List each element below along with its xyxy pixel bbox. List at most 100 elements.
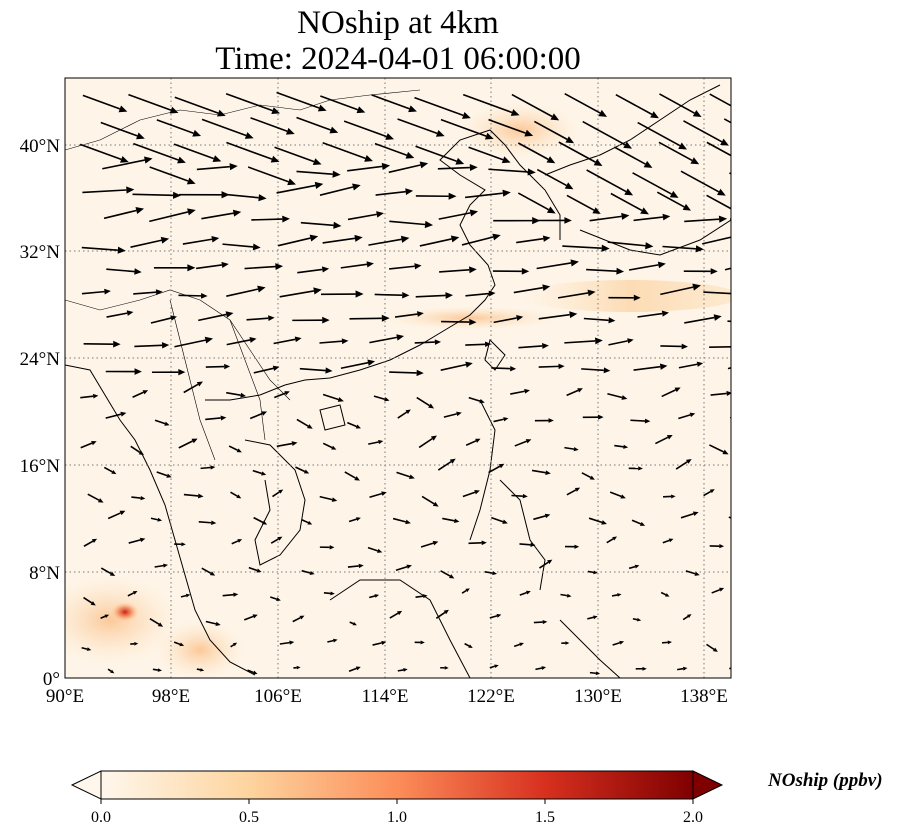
wind-arrow-head: [312, 158, 322, 166]
wind-arrow-shaft: [79, 143, 122, 161]
wind-arrow-head: [519, 642, 524, 647]
wind-arrow-head: [291, 441, 298, 447]
wind-arrow-shaft: [564, 446, 575, 450]
wind-arrow-head: [623, 444, 629, 449]
wind-arrow-head: [91, 538, 98, 544]
wind-arrow-head: [331, 497, 338, 502]
max-concentration-spot: [111, 602, 139, 622]
wind-arrow-head: [564, 182, 574, 190]
wind-arrow-shaft: [154, 419, 166, 425]
wind-arrow-head: [337, 397, 344, 402]
wind-arrow-shaft: [222, 593, 234, 597]
wind-arrow-head: [376, 211, 384, 218]
wind-arrow-head: [565, 641, 570, 645]
wind-arrow-head: [468, 644, 473, 648]
wind-arrow-shaft: [81, 646, 88, 650]
wind-arrow-shaft: [662, 245, 696, 250]
wind-arrow-shaft: [251, 218, 283, 221]
wind-arrow-shaft: [367, 546, 378, 552]
wind-arrow-head: [356, 106, 366, 114]
wind-arrow-shaft: [581, 368, 604, 372]
wind-arrow-head: [690, 157, 700, 165]
wind-arrow-head: [469, 266, 477, 274]
wind-arrow-head: [396, 610, 403, 616]
wind-arrow-shaft: [150, 317, 172, 324]
x-tick-label: 130°E: [574, 686, 622, 707]
wind-arrow-head: [126, 186, 135, 194]
wind-arrow-head: [659, 363, 668, 370]
wind-arrow-head: [97, 498, 104, 503]
wind-arrow-head: [296, 665, 301, 670]
wind-arrow-shaft: [582, 120, 626, 146]
wind-arrow-shaft: [702, 236, 731, 245]
wind-arrow-head: [284, 391, 290, 396]
wind-arrow-shaft: [435, 611, 446, 619]
wind-arrow-shaft: [369, 492, 383, 499]
gridlines: [65, 78, 731, 678]
wind-arrow-shaft: [173, 641, 181, 646]
wind-arrow-shaft: [586, 268, 617, 272]
wind-arrow-shaft: [632, 172, 672, 195]
wind-arrow-shaft: [703, 490, 712, 497]
wind-arrow-shaft: [196, 668, 201, 671]
wind-arrow-shaft: [127, 592, 135, 597]
wind-arrow-head: [178, 369, 186, 376]
wind-arrow-shaft: [174, 339, 206, 348]
wind-arrow-head: [682, 666, 688, 671]
wind-arrow-shaft: [533, 621, 543, 624]
wind-arrow-head: [211, 235, 220, 243]
wind-arrow-head: [558, 363, 565, 370]
wind-arrow-head: [612, 536, 618, 541]
wind-arrow-head: [416, 369, 424, 377]
wind-arrow-head: [157, 517, 163, 522]
wind-arrow-head: [261, 520, 268, 525]
wind-arrow-head: [569, 311, 578, 319]
wind-arrow-shaft: [729, 667, 731, 670]
wind-arrow-shaft: [655, 436, 669, 445]
wind-arrow-shaft: [252, 469, 262, 475]
wind-arrow-shaft: [468, 146, 504, 161]
wind-arrow-head: [689, 412, 696, 418]
wind-arrow-head: [104, 614, 110, 618]
wind-arrow-head: [240, 392, 247, 398]
wind-arrow-shaft: [462, 491, 476, 498]
wind-arrow-head: [330, 591, 335, 596]
map-frame: [64, 77, 732, 679]
wind-arrow-head: [620, 494, 626, 499]
wind-arrow-shaft: [296, 418, 309, 427]
wind-arrow-shaft: [589, 215, 622, 222]
x-tick-label: 98°E: [152, 686, 190, 707]
colorbar-tick-label: 1.5: [535, 809, 555, 826]
wind-arrow-head: [601, 520, 607, 525]
wind-arrow-shaft: [608, 340, 628, 346]
wind-arrow-shaft: [443, 413, 457, 418]
wind-arrow-head: [739, 158, 748, 165]
wind-arrow-head: [502, 189, 511, 197]
wind-arrow-shaft: [730, 569, 731, 572]
wind-arrow-head: [574, 544, 580, 549]
wind-arrow-head: [321, 266, 330, 273]
wind-arrow-shaft: [656, 191, 685, 208]
wind-arrow-head: [469, 164, 478, 172]
wind-arrow-shaft: [102, 159, 145, 170]
wind-arrow-shaft: [340, 263, 368, 269]
wind-arrow-shaft: [536, 168, 567, 187]
wind-arrow-head: [671, 494, 676, 499]
wind-arrow-head: [314, 181, 324, 189]
wind-arrow-head: [763, 189, 772, 196]
wind-arrow-shaft: [83, 596, 93, 604]
wind-arrow-head: [252, 670, 258, 675]
wind-arrow-head: [400, 235, 410, 243]
wind-arrow-shaft: [415, 595, 424, 598]
wind-arrow-shaft: [511, 93, 553, 118]
wind-arrow-head: [120, 155, 129, 163]
wind-arrow-shaft: [514, 440, 527, 447]
colorbar-tick-label: 0.5: [239, 809, 259, 826]
wind-arrow-head: [492, 233, 501, 241]
wind-arrow-head: [666, 434, 673, 440]
wind-arrow-shaft: [581, 472, 592, 479]
wind-arrow-head: [408, 105, 417, 113]
colorbar-gradient: [100, 770, 694, 800]
yellow-sea-plume: [460, 102, 580, 158]
